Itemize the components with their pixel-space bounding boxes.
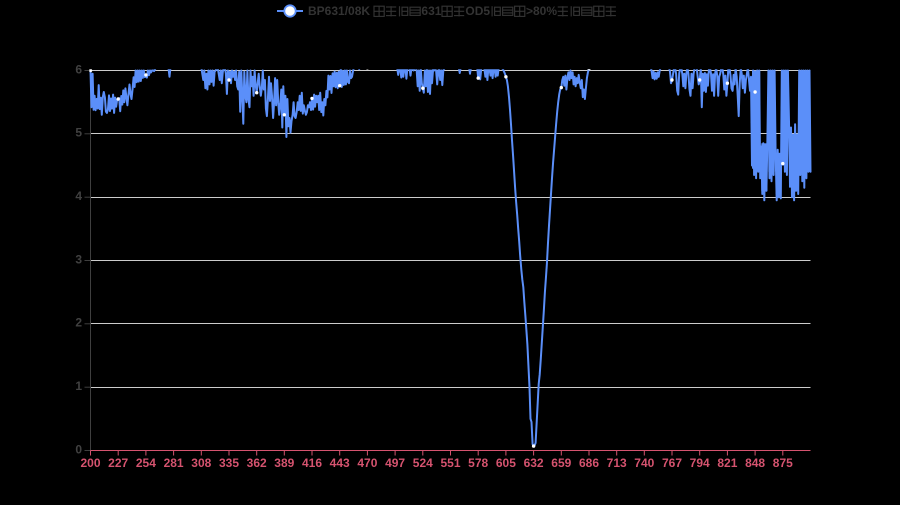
svg-text:200: 200 (80, 456, 100, 470)
svg-text:632: 632 (524, 456, 544, 470)
svg-text:767: 767 (662, 456, 682, 470)
svg-text:875: 875 (773, 456, 793, 470)
svg-text:1: 1 (75, 379, 82, 393)
svg-text:578: 578 (468, 456, 488, 470)
svg-text:BP631/08K: BP631/08K (308, 4, 370, 18)
svg-text:4: 4 (75, 189, 82, 203)
svg-text:659: 659 (551, 456, 571, 470)
svg-text:794: 794 (690, 456, 710, 470)
svg-text:497: 497 (385, 456, 405, 470)
svg-text:3: 3 (75, 252, 82, 266)
svg-text:470: 470 (357, 456, 377, 470)
svg-text:OD5: OD5 (465, 4, 490, 18)
svg-text:416: 416 (302, 456, 322, 470)
svg-text:6: 6 (75, 62, 82, 76)
svg-text:281: 281 (164, 456, 184, 470)
svg-text:389: 389 (274, 456, 294, 470)
svg-text:308: 308 (191, 456, 211, 470)
svg-text:740: 740 (634, 456, 654, 470)
svg-text:227: 227 (108, 456, 128, 470)
svg-text:2: 2 (75, 316, 82, 330)
svg-text:254: 254 (136, 456, 156, 470)
svg-text:524: 524 (413, 456, 433, 470)
svg-text:631: 631 (421, 4, 441, 18)
svg-text:605: 605 (496, 456, 516, 470)
svg-text:821: 821 (717, 456, 737, 470)
svg-text:713: 713 (607, 456, 627, 470)
svg-text:5: 5 (75, 126, 82, 140)
svg-text:335: 335 (219, 456, 239, 470)
svg-text:362: 362 (247, 456, 267, 470)
svg-text:>80%: >80% (526, 4, 557, 18)
svg-text:551: 551 (440, 456, 460, 470)
svg-text:443: 443 (330, 456, 350, 470)
svg-text:848: 848 (745, 456, 765, 470)
svg-text:0: 0 (75, 442, 82, 456)
svg-text:686: 686 (579, 456, 599, 470)
